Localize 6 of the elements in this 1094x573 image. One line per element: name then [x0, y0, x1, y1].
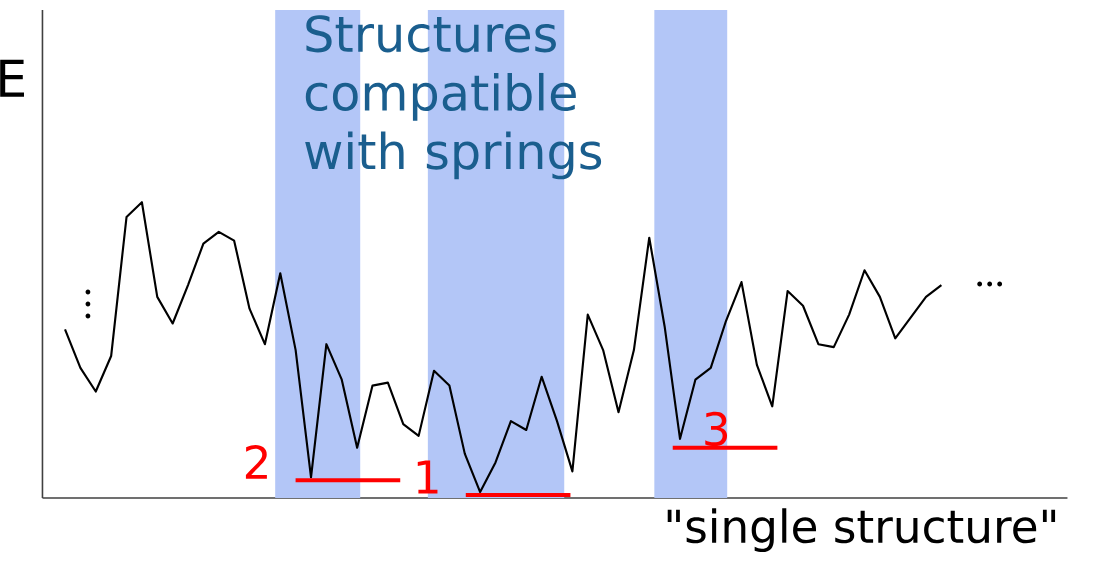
chart-title: Structures compatible with springs	[305, 15, 602, 180]
annotation: 2	[245, 445, 267, 479]
y-axis-title: E	[0, 59, 24, 97]
x-axis-title: "single structure"	[667, 508, 1056, 553]
annotation: 3	[705, 411, 728, 447]
annotation: 1	[417, 460, 438, 494]
